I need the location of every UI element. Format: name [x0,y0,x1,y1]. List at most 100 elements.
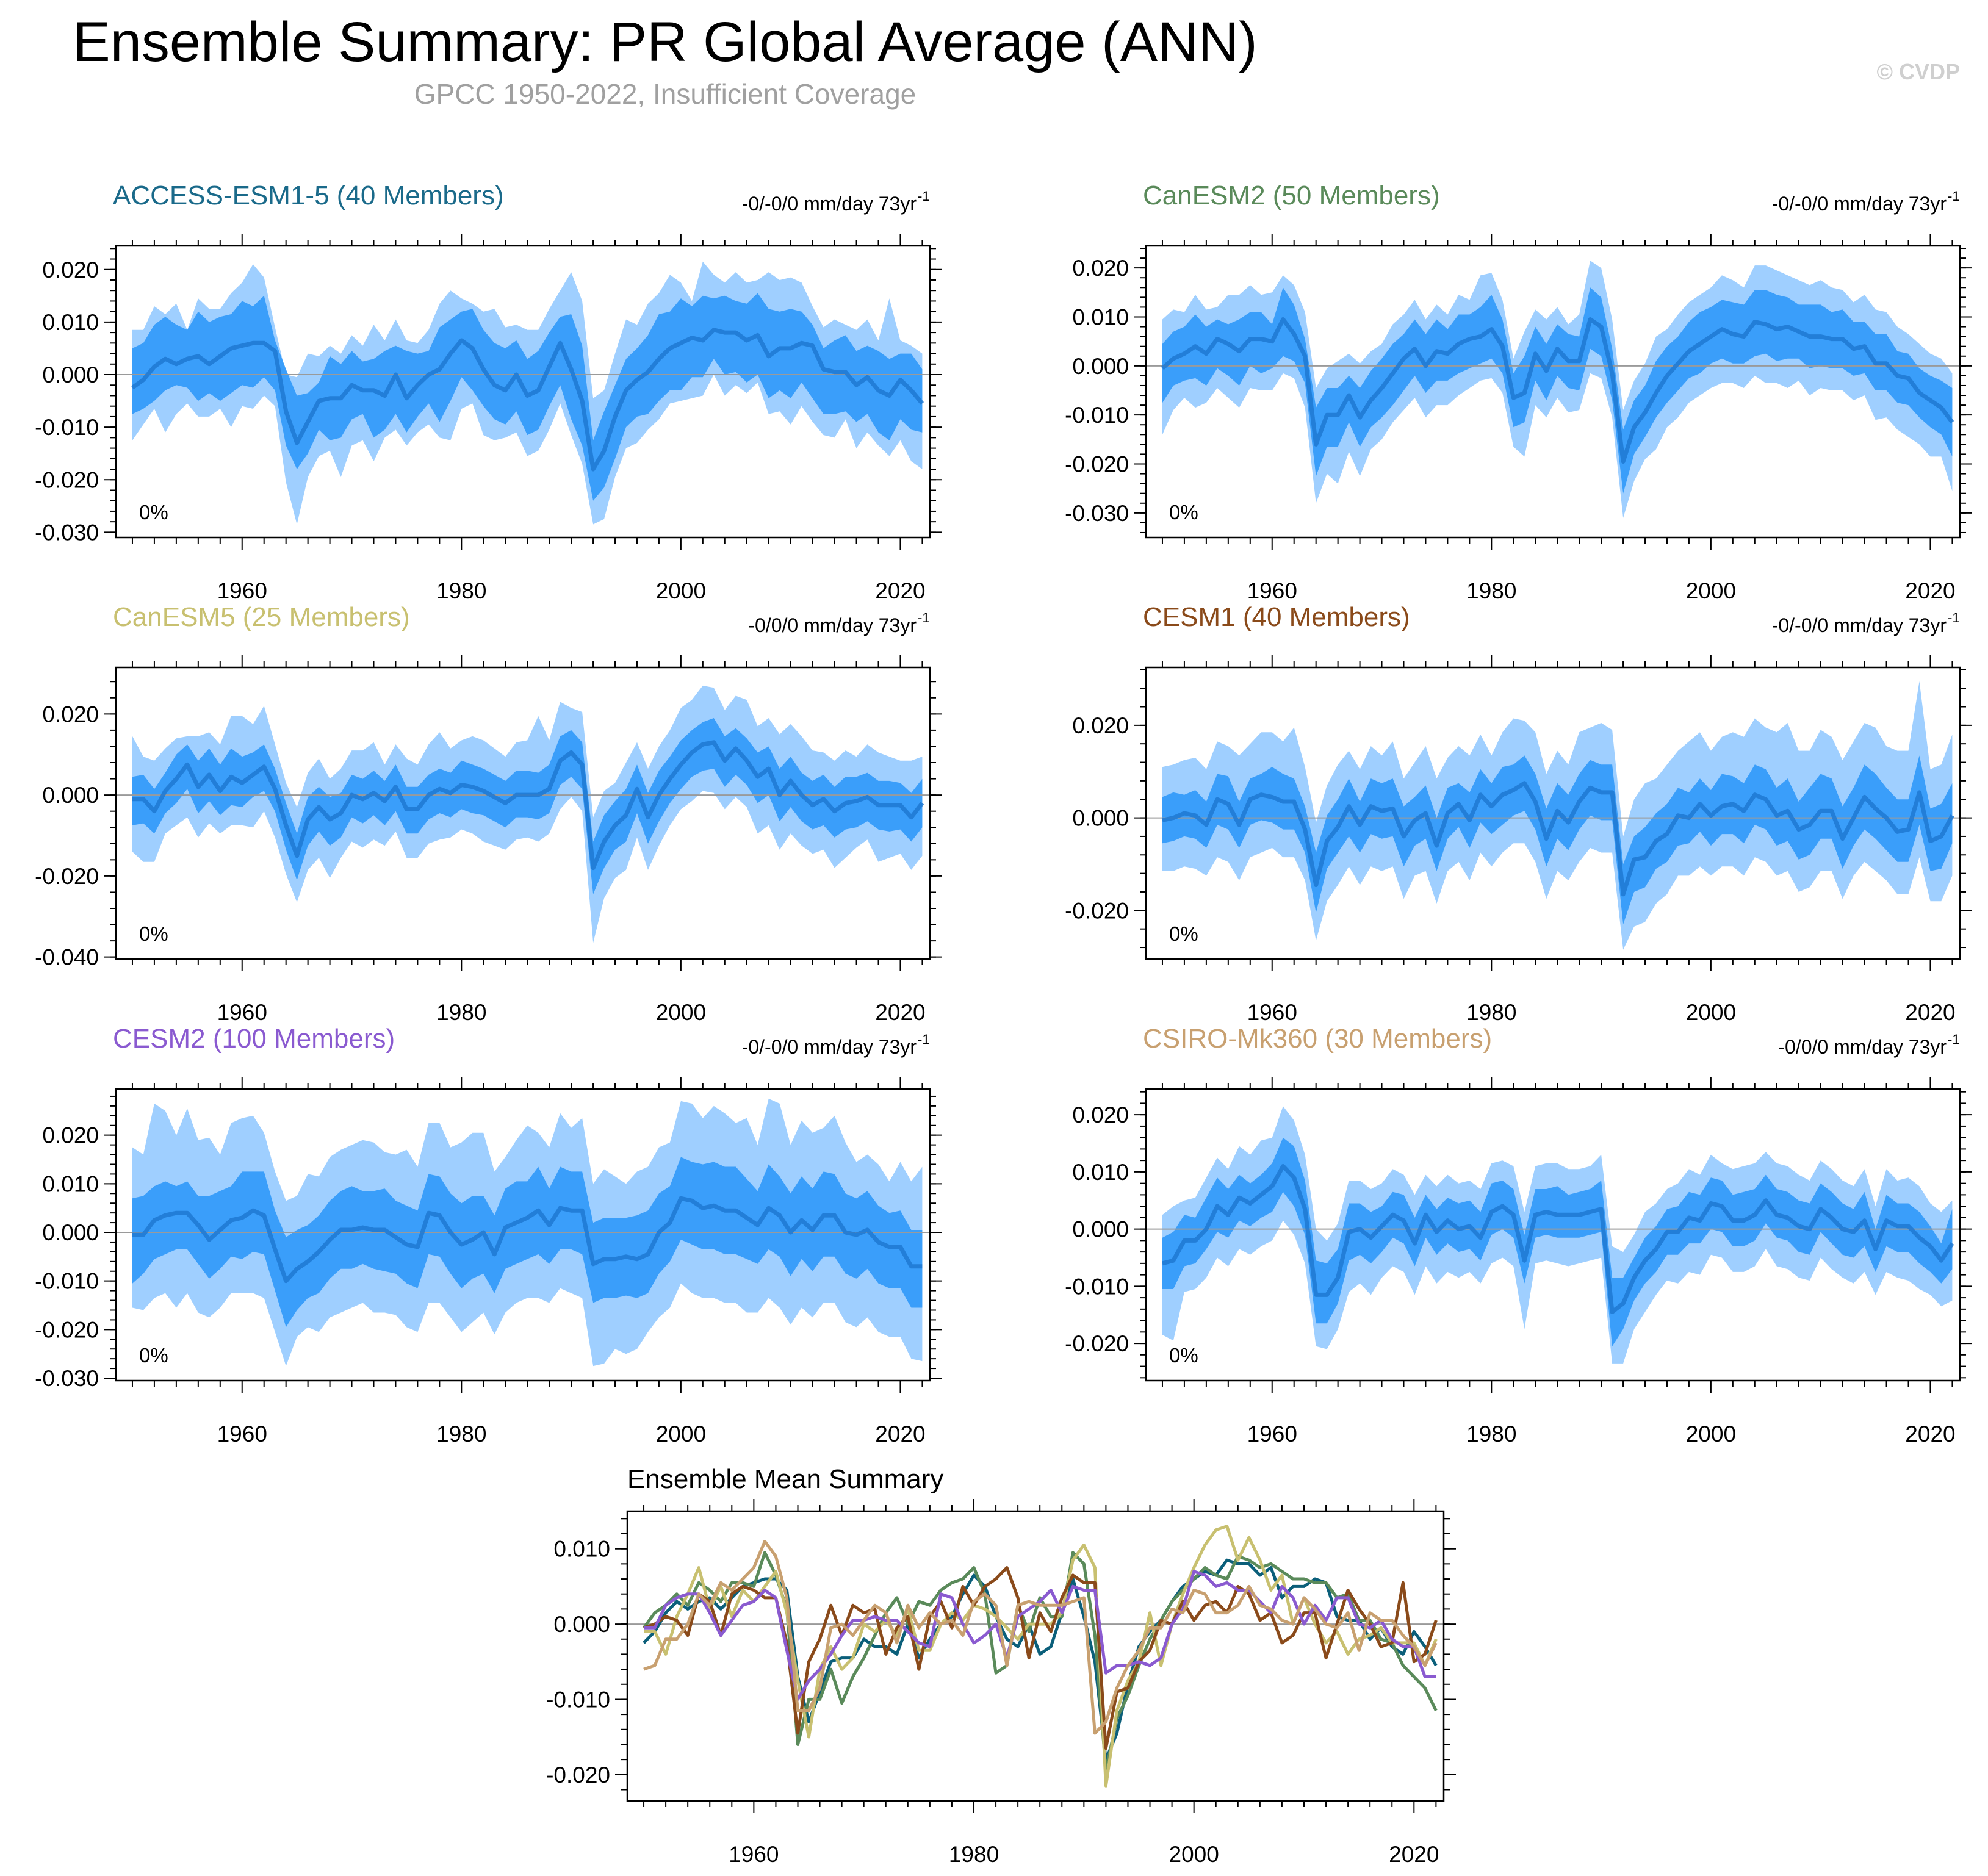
y-tick-label: -0.010 [35,1269,99,1294]
y-tick-label: 0.000 [553,1612,610,1637]
y-axis [615,1518,1456,1791]
x-tick-label: 2000 [1686,1421,1736,1447]
chart-panel-5: CESM2 (100 Members) -0/-0/0 mm/day 73yr -1… [35,1024,942,1447]
series-line-cesm2 [644,1570,1436,1701]
x-tick-label: 2020 [1905,578,1955,603]
x-tick-label: 1960 [217,1000,267,1025]
trend-exponent: -1 [1948,189,1960,204]
panel-title: CSIRO-Mk360 (30 Members) [1143,1024,1492,1054]
plot-area [116,685,930,943]
y-tick-label: 0.000 [42,1220,99,1245]
y-tick-label: 0.010 [1072,304,1129,329]
y-tick-label: -0.010 [35,415,99,440]
y-axis [104,1095,942,1379]
y-tick-label: 0.000 [42,783,99,808]
y-axis [1134,248,1972,533]
chart-panel-3: CanESM5 (25 Members) -0/0/0 mm/day 73yr -1… [35,602,942,1025]
percent-label: 0% [139,501,168,523]
chart-panel-6: CSIRO-Mk360 (30 Members) -0/0/0 mm/day 73… [1065,1024,1972,1447]
series-line-cesm1 [643,1566,1438,1750]
y-tick-label: 0.020 [42,1123,99,1148]
plot-area [1146,261,1960,518]
y-tick-label: 0.000 [42,362,99,387]
x-tick-label: 2000 [656,1421,706,1447]
x-tick-label: 2020 [1905,1421,1955,1447]
percent-label: 0% [1169,1344,1198,1367]
y-tick-label: 0.000 [1072,1217,1129,1242]
plot-area [116,1098,930,1367]
trend-label: -0/-0/0 mm/day 73yr [742,193,917,215]
x-tick-label: 1960 [217,578,267,603]
plot-area [1146,1106,1960,1364]
series-line-canesm2 [642,1551,1438,1773]
trend-exponent: -1 [1948,610,1960,625]
trend-label: -0/0/0 mm/day 73yr [748,614,917,636]
trend-exponent: -1 [918,1032,930,1047]
plot-area [1146,681,1960,950]
y-tick-label: -0.030 [35,1366,99,1391]
x-tick-label: 1960 [1247,1421,1297,1447]
ensemble-mean-line [132,740,924,871]
y-tick-label: 0.020 [1072,1102,1129,1127]
x-axis [131,234,923,550]
x-tick-label: 2000 [1686,578,1736,603]
y-tick-label: 0.020 [42,257,99,282]
y-tick-label: 0.000 [1072,806,1129,831]
plot-area [627,1525,1444,1788]
x-tick-label: 1960 [1247,578,1297,603]
plot-frame [115,1088,931,1382]
y-tick-label: -0.020 [1065,451,1129,476]
inner-range-band [132,1157,923,1328]
x-axis [1161,1077,1953,1393]
y-tick-label: -0.010 [1065,1274,1129,1299]
y-tick-label: -0.020 [35,864,99,889]
y-tick-label: -0.020 [35,1317,99,1342]
x-tick-label: 2020 [875,1421,925,1447]
x-tick-label: 2000 [1686,1000,1736,1025]
trend-label: -0/-0/0 mm/day 73yr [1772,614,1947,636]
y-tick-label: -0.030 [35,520,99,545]
y-tick-label: 0.020 [1072,713,1129,738]
percent-label: 0% [1169,922,1198,945]
x-tick-label: 1960 [1247,1000,1297,1025]
x-tick-label: 1980 [436,578,486,603]
y-tick-label: 0.000 [1072,354,1129,379]
x-tick-label: 2020 [1389,1842,1439,1867]
y-axis [1134,669,1972,949]
x-tick-label: 1980 [1466,578,1516,603]
y-tick-label: 0.010 [553,1537,610,1562]
x-tick-label: 2000 [656,578,706,603]
series-line-canesm5 [644,1525,1438,1788]
plot-frame [1145,245,1961,539]
x-tick-label: 2000 [656,1000,706,1025]
panel-title: CanESM5 (25 Members) [113,602,410,632]
chart-panel-4: CESM1 (40 Members) -0/-0/0 mm/day 73yr -1 0… [1065,602,1972,1025]
y-tick-label: -0.040 [35,945,99,970]
x-tick-label: 2020 [875,578,925,603]
trend-label: -0/-0/0 mm/day 73yr [1772,193,1947,215]
y-tick-label: 0.020 [1072,256,1129,281]
y-axis [1134,1091,1972,1379]
x-tick-label: 1980 [1466,1421,1516,1447]
inner-range-band [1162,1137,1953,1346]
x-tick-label: 1960 [217,1421,267,1447]
ensemble-mean-line [1162,781,1954,897]
plot-area [116,261,930,525]
y-tick-label: -0.020 [1065,1331,1129,1356]
plot-frame [1145,666,1961,960]
trend-exponent: -1 [918,189,930,204]
y-tick-label: 0.020 [42,702,99,727]
y-axis [104,248,942,533]
percent-label: 0% [1169,501,1198,523]
series-line-csiro-mk360 [643,1539,1438,1735]
trend-label: -0/0/0 mm/day 73yr [1778,1036,1947,1058]
y-tick-label: -0.020 [35,467,99,492]
x-tick-label: 1980 [949,1842,999,1867]
y-tick-label: -0.030 [1065,501,1129,526]
x-axis [1161,234,1953,550]
y-tick-label: -0.020 [546,1763,610,1788]
x-axis [1161,655,1953,971]
y-tick-label: -0.020 [1065,898,1129,923]
y-tick-label: 0.010 [42,310,99,335]
figure-title: Ensemble Summary: PR Global Average (ANN… [73,11,1257,73]
